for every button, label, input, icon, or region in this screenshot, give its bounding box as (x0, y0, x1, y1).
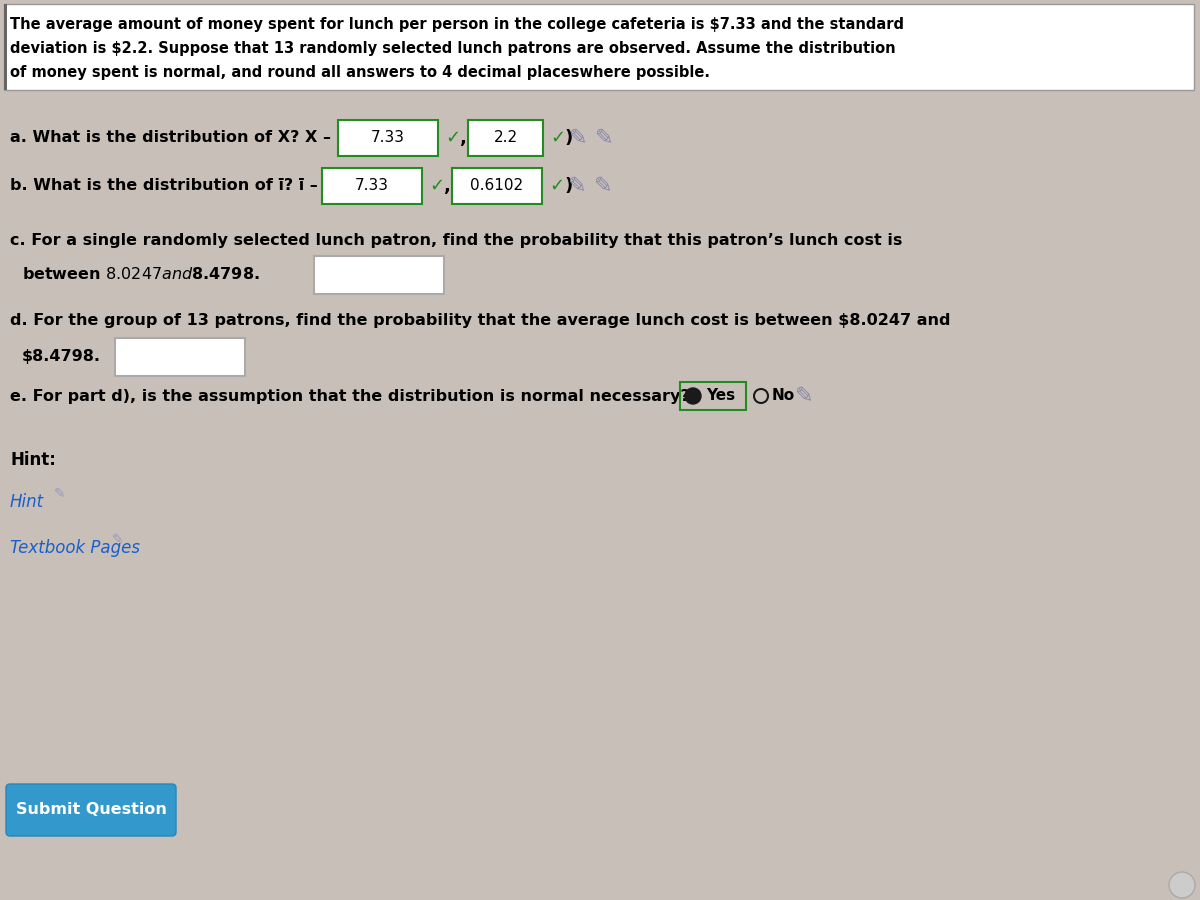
Text: Yes: Yes (706, 389, 736, 403)
Text: $8.4798.: $8.4798. (22, 348, 101, 364)
Text: b. What is the distribution of ī? ī – N(: b. What is the distribution of ī? ī – N( (10, 178, 344, 194)
Text: ✎: ✎ (568, 176, 587, 196)
Text: ✓: ✓ (445, 129, 461, 147)
Text: of money spent is normal, and round all answers to 4 decimal placeswhere possibl: of money spent is normal, and round all … (10, 65, 710, 79)
FancyBboxPatch shape (6, 784, 176, 836)
Circle shape (1169, 872, 1195, 898)
Text: ✎: ✎ (54, 487, 66, 501)
Bar (314, 256, 444, 294)
Text: ): ) (564, 177, 572, 195)
Text: c. For a single randomly selected lunch patron, find the probability that this p: c. For a single randomly selected lunch … (10, 232, 902, 248)
Circle shape (685, 388, 701, 404)
Text: deviation is $2.2. Suppose that 13 randomly selected lunch patrons are observed.: deviation is $2.2. Suppose that 13 rando… (10, 40, 895, 56)
Text: e. For part d), is the assumption that the distribution is normal necessary?: e. For part d), is the assumption that t… (10, 389, 690, 403)
Text: Hint:: Hint: (10, 451, 56, 469)
Bar (468, 120, 542, 156)
Text: a. What is the distribution of X? X – N(: a. What is the distribution of X? X – N( (10, 130, 358, 146)
Bar (4, 4, 7, 90)
Text: ,: , (460, 129, 467, 147)
Text: ✓: ✓ (550, 177, 564, 195)
Bar (115, 338, 245, 376)
Text: 0.6102: 0.6102 (470, 178, 523, 194)
Text: ✓: ✓ (551, 129, 565, 147)
Text: Submit Question: Submit Question (16, 803, 167, 817)
Text: ✎: ✎ (794, 386, 814, 406)
Text: 2.2: 2.2 (493, 130, 517, 146)
Text: Hint: Hint (10, 493, 44, 511)
Text: 7.33: 7.33 (355, 178, 389, 194)
Text: ,: , (444, 177, 451, 195)
Text: ✎: ✎ (594, 176, 612, 196)
Bar (322, 168, 422, 204)
Text: d. For the group of 13 patrons, find the probability that the average lunch cost: d. For the group of 13 patrons, find the… (10, 312, 950, 328)
Text: ✎: ✎ (569, 128, 587, 148)
Bar (452, 168, 542, 204)
Bar (338, 120, 438, 156)
Bar (680, 382, 746, 410)
Text: No: No (772, 389, 796, 403)
Text: ): ) (565, 129, 574, 147)
Bar (4, 4, 1194, 90)
Text: Textbook Pages: Textbook Pages (10, 539, 140, 557)
Text: between $8.0247 and $8.4798.: between $8.0247 and $8.4798. (22, 266, 259, 282)
Text: The average amount of money spent for lunch per person in the college cafeteria : The average amount of money spent for lu… (10, 16, 904, 32)
Text: ✎: ✎ (112, 533, 124, 547)
Text: ✓: ✓ (430, 177, 444, 195)
Text: ✎: ✎ (595, 128, 613, 148)
Text: 7.33: 7.33 (371, 130, 406, 146)
